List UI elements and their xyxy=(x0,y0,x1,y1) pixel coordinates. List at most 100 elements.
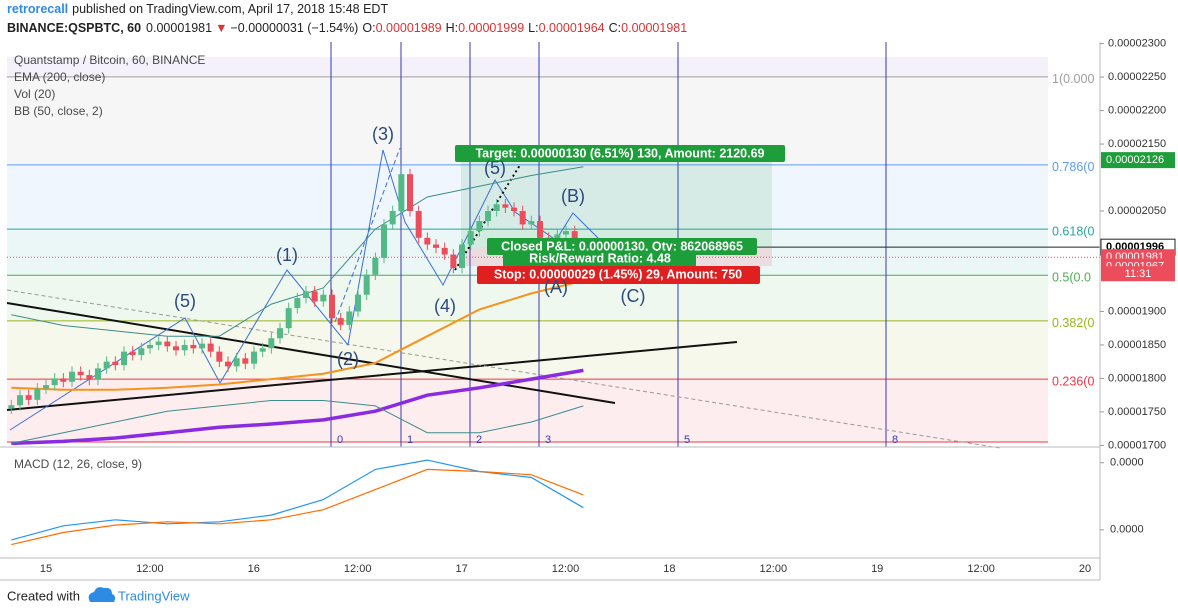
fib-time-label: 2 xyxy=(476,434,482,446)
fib-time-label: 5 xyxy=(684,434,690,446)
candle-body xyxy=(467,231,474,245)
candle-body xyxy=(277,328,284,339)
wave-label: (A) xyxy=(544,277,568,297)
fib-label: 1(0.000 xyxy=(1052,72,1094,86)
candle-body xyxy=(233,358,240,367)
candle-body xyxy=(320,294,327,302)
candle-body xyxy=(43,385,49,389)
candle-body xyxy=(329,294,336,319)
fib-label: 0.618(0 xyxy=(1052,224,1094,238)
price-marker-label: 0.00002126 xyxy=(1106,154,1164,166)
y-tick-label: 0.00001750 xyxy=(1108,406,1166,418)
candle-body xyxy=(389,211,396,225)
candle-body xyxy=(155,341,162,345)
candle-body xyxy=(424,237,431,245)
wave-label: (C) xyxy=(621,286,646,306)
ratio-label: Risk/Reward Ratio: 4.48 xyxy=(529,251,671,265)
footer-brand[interactable]: TradingView xyxy=(118,588,190,603)
price-marker xyxy=(1101,152,1175,169)
x-tick-label: 19 xyxy=(871,563,883,575)
fib-time-label: 8 xyxy=(892,434,898,446)
y-tick-label: 0.0000 xyxy=(1110,524,1144,536)
c-label: C: xyxy=(609,21,622,35)
indicator-line xyxy=(11,400,584,444)
candle-body xyxy=(415,211,422,238)
wave-label: (1) xyxy=(276,245,298,265)
y-tick-label: 0.0000 xyxy=(1110,457,1144,469)
close: 0.00001981 xyxy=(621,21,687,35)
candle-body xyxy=(34,388,41,400)
wave-label: (4) xyxy=(434,296,456,316)
fib-label: 0.382(0 xyxy=(1052,316,1094,330)
fib-time-label: 1 xyxy=(407,434,413,446)
countdown: 11:31 xyxy=(1125,268,1152,280)
candle-body xyxy=(493,204,500,212)
candle-body xyxy=(363,274,370,295)
candle-body xyxy=(355,294,362,312)
candle-body xyxy=(16,395,23,406)
indicator-line xyxy=(11,279,584,391)
macd-title: MACD (12, 26, close, 9) xyxy=(14,457,142,471)
candle-body xyxy=(129,351,136,355)
candle-body xyxy=(25,395,32,400)
candle-body xyxy=(441,247,448,255)
wave-label: (5) xyxy=(484,158,506,178)
o-label: O: xyxy=(362,21,375,35)
wave-label: (3) xyxy=(372,124,394,144)
candle-body xyxy=(103,361,110,369)
candle-body xyxy=(554,234,561,242)
stop-label: Stop: 0.00000029 (1.45%) 29, Amount: 750 xyxy=(494,267,742,281)
fib-time-label: 0 xyxy=(337,434,343,446)
indicator: EMA (200, close) xyxy=(14,70,105,84)
candle-body xyxy=(285,308,292,329)
y-tick-label: 0.00002050 xyxy=(1108,205,1166,217)
y-tick-label: 0.00002250 xyxy=(1108,71,1166,83)
candle-body xyxy=(60,378,67,382)
closed-label: Closed P&L: 0.00000130, Qty: 862068965 xyxy=(501,239,743,253)
y-tick-label: 0.00001900 xyxy=(1108,305,1166,317)
target-label-bg xyxy=(455,145,785,162)
x-tick-label: 12:00 xyxy=(967,563,995,575)
open: 0.00001989 xyxy=(376,21,442,35)
candle-body xyxy=(502,204,509,208)
high: 0.00001999 xyxy=(458,21,524,35)
trend-line xyxy=(6,341,738,411)
indicator-line xyxy=(11,368,584,446)
candle-body xyxy=(8,405,15,409)
x-tick-label: 12:00 xyxy=(136,563,164,575)
y-tick-label: 0.00002150 xyxy=(1108,138,1166,150)
candle-body xyxy=(199,343,206,349)
candle-body xyxy=(225,361,232,367)
candle-body xyxy=(190,344,197,349)
candle-body xyxy=(259,348,266,352)
wave-projection xyxy=(334,147,401,323)
candle-body xyxy=(138,348,145,355)
x-tick-label: 12:00 xyxy=(760,563,788,575)
candle-body xyxy=(77,371,84,376)
change: −0.00000031 (−1.54%) xyxy=(230,21,358,35)
candle-body xyxy=(372,257,379,275)
x-tick-label: 18 xyxy=(663,563,675,575)
target-zone xyxy=(461,161,772,247)
author[interactable]: retrorecall xyxy=(7,2,68,16)
candle-body xyxy=(181,344,188,351)
fib-time-label: 3 xyxy=(545,434,551,446)
wave-label: (5) xyxy=(174,291,196,311)
candle-body xyxy=(381,224,388,258)
fib-label: 0.786(0 xyxy=(1052,160,1094,174)
candle-body xyxy=(537,221,544,238)
candle-body xyxy=(459,244,466,268)
y-tick-label: 0.00002200 xyxy=(1108,104,1166,116)
candle-body xyxy=(450,254,457,268)
candle-body xyxy=(485,211,492,222)
countdown-bg xyxy=(1101,266,1175,282)
candle-body xyxy=(86,375,93,380)
indicator: BB (50, close, 2) xyxy=(14,104,103,118)
candle-body xyxy=(433,244,440,248)
x-tick-label: 16 xyxy=(248,563,260,575)
wave-label: (B) xyxy=(561,186,585,206)
x-tick-label: 15 xyxy=(40,563,52,575)
